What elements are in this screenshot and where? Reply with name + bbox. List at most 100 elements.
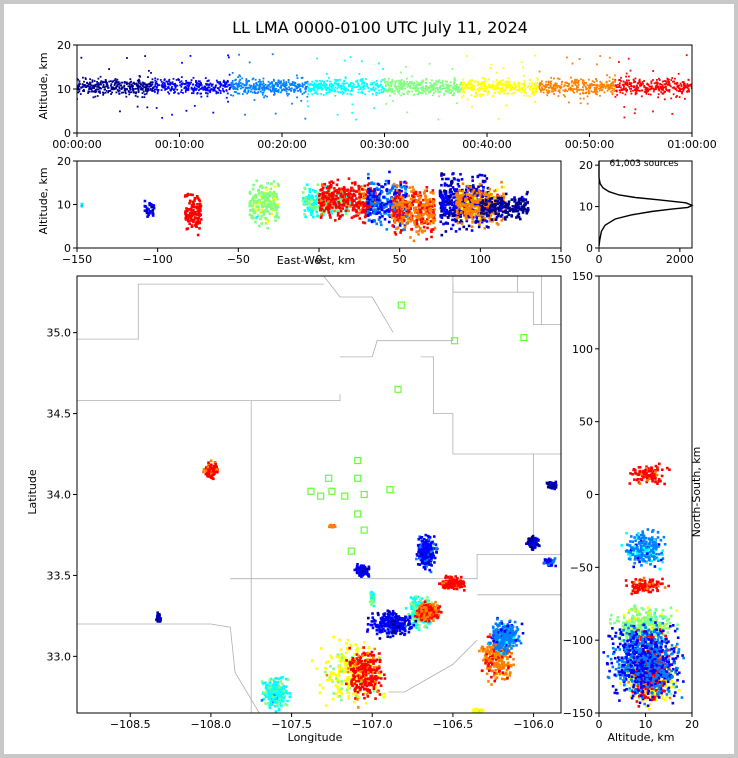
east-west-source-point: [370, 182, 373, 185]
east-west-source-point: [264, 216, 267, 220]
time-height-source-point: [245, 81, 248, 84]
east-west-source-point: [335, 183, 339, 187]
time-height-source-point: [591, 84, 594, 87]
time-height-source-point: [688, 84, 691, 86]
east-west-source-point: [331, 181, 335, 185]
time-height-source-point: [499, 82, 501, 85]
east-west-source-point: [252, 195, 256, 199]
time-height-source-point: [444, 87, 447, 90]
time-height-source-point: [343, 88, 345, 91]
time-height-source-point: [226, 92, 229, 95]
time-height-source-point: [656, 83, 659, 85]
time-height-source-point: [325, 83, 328, 86]
time-height-source-point: [596, 63, 598, 66]
east-west-source-point: [449, 189, 452, 192]
time-height-source-point: [211, 83, 214, 86]
time-height-source-point: [312, 85, 315, 88]
time-height-source-point: [281, 84, 284, 87]
time-height-source-point: [238, 80, 241, 83]
time-height-source-point: [529, 86, 532, 89]
east-west-source-point: [460, 195, 464, 198]
time-height-source-point: [474, 89, 477, 91]
east-west-source-point: [388, 203, 391, 206]
time-height-source-point: [603, 83, 606, 86]
time-height-source-point: [93, 90, 96, 92]
east-west-source-point: [426, 226, 429, 230]
east-west-source-point: [447, 212, 450, 216]
east-west-source-point: [380, 201, 384, 205]
east-west-source-point: [452, 196, 455, 199]
time-height-source-point: [237, 83, 240, 85]
time-height-source-point: [161, 116, 164, 119]
time-height-source-point: [628, 86, 631, 88]
east-west-source-point: [485, 220, 489, 223]
east-west-source-point: [352, 206, 355, 210]
time-height-source-point: [571, 80, 573, 82]
east-west-source-point: [425, 237, 429, 241]
east-west-source-point: [311, 209, 314, 213]
time-height-source-point: [101, 80, 104, 83]
time-height-source-point: [678, 84, 681, 87]
time-height-source-point: [470, 85, 473, 88]
time-height-source-point: [171, 113, 173, 116]
time-height-source-point: [262, 77, 265, 80]
east-west-source-point: [379, 223, 383, 227]
time-height-source-point: [132, 87, 135, 90]
time-height-source-point: [97, 90, 100, 93]
east-west-source-point: [410, 201, 414, 205]
time-height-source-point: [116, 83, 119, 86]
time-height-source-point: [503, 83, 506, 86]
east-west-source-point: [443, 182, 447, 185]
time-height-source-point: [608, 80, 611, 82]
east-west-source-point: [421, 217, 425, 221]
time-height-source-point: [351, 85, 354, 88]
east-west-source-point: [480, 220, 484, 224]
east-west-source-point: [309, 210, 313, 214]
time-height-source-point: [120, 81, 123, 84]
time-height-source-point: [395, 85, 398, 88]
time-height-source-point: [478, 82, 481, 85]
time-height-source-point: [279, 91, 282, 94]
time-height-source-point: [261, 89, 264, 91]
east-west-source-point: [471, 218, 475, 221]
east-west-source-point: [398, 209, 402, 213]
time-height-source-point: [190, 79, 193, 81]
time-height-source-point: [508, 89, 511, 92]
time-height-source-point: [321, 87, 324, 90]
east-west-source-point: [428, 209, 432, 212]
time-height-source-point: [398, 90, 401, 92]
east-west-source-point: [383, 218, 387, 221]
time-height-source-point: [136, 79, 139, 82]
east-west-source-point: [441, 177, 444, 181]
time-height-source-point: [349, 82, 352, 84]
east-west-source-point: [401, 196, 405, 200]
time-height-source-point: [300, 99, 303, 102]
time-height-source-point: [487, 86, 490, 89]
time-height-source-point: [377, 62, 380, 65]
time-height-source-point: [507, 80, 510, 83]
east-west-source-point: [259, 217, 262, 221]
time-height-source-point: [564, 84, 566, 87]
time-height-source-point: [633, 112, 636, 115]
time-height-source-point: [160, 89, 163, 91]
time-height-source-point: [503, 92, 506, 95]
time-height-source-point: [84, 77, 87, 80]
time-height-source-point: [105, 89, 108, 92]
east-west-source-point: [496, 188, 499, 191]
east-west-source-point: [271, 192, 275, 196]
east-west-source-point: [488, 196, 491, 200]
time-height-source-point: [569, 89, 572, 92]
time-height-source-point: [264, 87, 267, 90]
time-height-source-point: [427, 90, 430, 93]
time-height-source-point: [361, 91, 364, 93]
time-height-source-point: [320, 86, 323, 89]
time-height-source-point: [502, 79, 505, 81]
time-height-source-point: [560, 86, 563, 89]
east-west-source-point: [308, 202, 311, 206]
east-west-source-point: [190, 203, 194, 207]
time-height-source-point: [552, 85, 555, 88]
time-height-source-point: [652, 70, 655, 72]
time-height-source-point: [376, 91, 379, 94]
time-height-source-point: [166, 80, 169, 83]
time-height-source-point: [556, 77, 559, 80]
